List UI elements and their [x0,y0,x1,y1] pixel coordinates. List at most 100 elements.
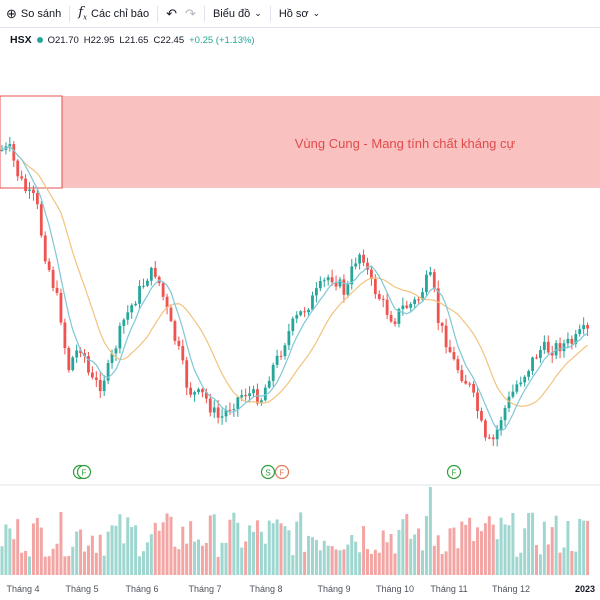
chart-type-button[interactable]: Biểu đồ ⌄ [207,0,268,28]
candle-body [566,338,570,344]
candle-body [75,350,79,358]
volume-bar [118,514,122,575]
volume-bar [385,542,389,575]
x-axis-tick-label: Tháng 9 [317,584,350,594]
candle-body [43,235,47,262]
chevron-down-icon: ⌄ [254,8,262,18]
chart-toolbar: ⊕ So sánh fx Các chỉ báo ↶ ↷ Biểu đồ ⌄ H… [0,0,600,28]
candle-body [47,261,51,271]
compare-button[interactable]: ⊕ So sánh [0,0,67,28]
candle-body [546,341,550,353]
volume-bar [468,517,472,575]
volume-bar [338,550,342,575]
volume-bar [570,550,574,575]
candle-body [476,392,479,412]
volume-bar [177,549,181,575]
volume-bar [531,512,535,575]
volume-bar [362,526,366,575]
toolbar-divider [157,5,159,22]
volume-bar [448,528,452,575]
volume-bar [558,552,562,575]
candle-body [436,288,440,323]
volume-bar [330,546,334,575]
volume-bar [542,521,546,575]
candle-body [535,357,538,359]
event-marker-icon [274,464,290,480]
event-marker-label: F [82,469,87,478]
volume-bar [185,543,189,575]
volume-bar [452,527,456,575]
volume-bar [586,520,590,575]
symbol-legend: HSX O21.70 H22.95 L21.65 C22.45 +0.25 (+… [0,32,255,48]
volume-bar [582,520,586,575]
volume-bar [444,551,448,575]
x-axis-tick-label: Tháng 8 [249,584,282,594]
volume-bar [122,543,126,575]
event-marker-icon [260,464,276,480]
profile-button[interactable]: Hồ sơ ⌄ [273,0,326,28]
volume-bar [456,548,460,575]
candle-body [283,345,287,357]
candle-body [503,408,507,421]
volume-bar [503,524,507,575]
candle-body [216,407,220,418]
candle-body [134,303,138,306]
redo-button[interactable]: ↷ [183,0,202,28]
candle-body [232,408,236,411]
volume-bar [373,549,377,575]
event-marker-icon [76,464,92,480]
candle-body [456,359,460,371]
volume-bar [197,539,200,575]
volume-bar [130,527,134,575]
candle-body [28,189,31,192]
candle-body [448,347,452,353]
candle-body [12,144,16,161]
volume-bar [381,530,385,575]
volume-bar [157,530,161,575]
candle-body [582,325,586,330]
volume-bar [566,521,570,575]
x-axis-tick-label: Tháng 12 [492,584,530,594]
volume-bar [307,535,311,575]
volume-bar [248,525,252,575]
volume-bar [90,535,94,575]
volume-bar [71,546,75,575]
volume-bar [39,527,43,575]
candle-body [224,409,228,417]
candle-body [507,396,511,409]
x-axis-tick-label: Tháng 11 [430,584,467,594]
candle-body [330,277,334,283]
candle-body [59,292,63,323]
volume-bar [126,517,130,575]
candle-body [550,352,554,356]
volume-bar [515,556,519,575]
volume-bar [228,519,232,575]
candle-body [464,380,468,384]
undo-button[interactable]: ↶ [160,0,183,28]
volume-bar [114,525,118,575]
candle-body [542,341,546,350]
candle-body [570,338,574,344]
candle-body [83,353,86,357]
volume-bar [499,517,503,575]
candle-body [248,393,251,397]
candle-body [126,312,130,320]
event-marker-label: S [265,469,270,478]
volume-bar [318,550,322,575]
candle-body [169,307,173,322]
volume-bar [110,525,114,575]
volume-bar [314,539,318,575]
candle-body [102,380,106,392]
candle-body [527,371,531,377]
volume-bar [421,550,425,575]
profile-label: Hồ sơ [278,7,309,20]
volume-bar [267,520,271,575]
chevron-down-icon: ⌄ [312,8,321,18]
candle-body [413,299,417,305]
indicators-button[interactable]: fx Các chỉ báo [72,0,155,28]
volume-bar [271,523,275,575]
candle-body [452,352,456,360]
volume-bar [369,553,373,575]
volume-bar [59,512,63,575]
